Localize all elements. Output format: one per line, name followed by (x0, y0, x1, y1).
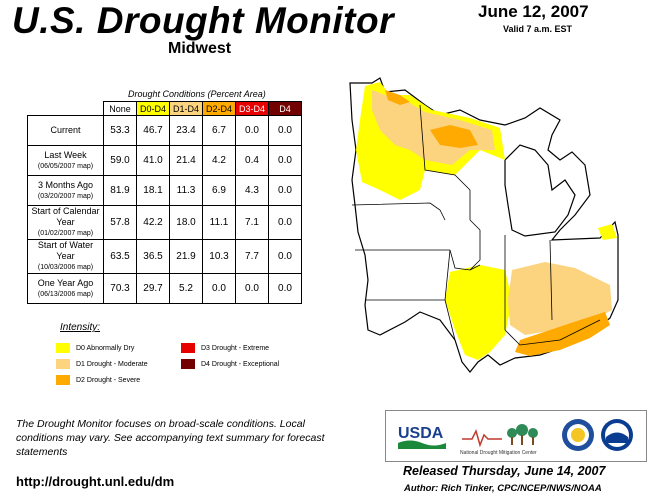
table-cell: 63.5 (103, 239, 137, 274)
table-cell: 0.0 (202, 273, 236, 304)
table-row: 3 Months Ago (03/20/2007 map) 81.9 18.1 1… (27, 175, 302, 206)
legend-title: Intensity: (60, 322, 101, 333)
legend-label: D4 Drought - Exceptional (201, 360, 280, 368)
table-cell: 0.0 (268, 175, 302, 206)
legend-swatch (56, 359, 70, 369)
d2-area-north-1 (385, 90, 410, 105)
legend-item: D2 Drought - Severe (56, 375, 140, 385)
table-cell: 0.0 (268, 273, 302, 304)
col-d1-d4: D1-D4 (169, 101, 203, 116)
table-cell: 59.0 (103, 145, 137, 176)
table-cell: 0.0 (268, 239, 302, 274)
table-cell: 0.0 (235, 115, 269, 146)
row-label: 3 Months Ago (03/20/2007 map) (27, 175, 104, 206)
col-d3-d4: D3-D4 (235, 101, 269, 116)
table-cell: 36.5 (136, 239, 170, 274)
legend-swatch (181, 343, 195, 353)
table-cell: 0.0 (268, 115, 302, 146)
table-cell: 6.7 (202, 115, 236, 146)
table-row: Last Week (06/05/2007 map) 59.0 41.0 21.4… (27, 145, 302, 176)
table-cell: 4.3 (235, 175, 269, 206)
table-cell: 7.7 (235, 239, 269, 274)
table-caption: Drought Conditions (Percent Area) (128, 89, 266, 99)
table-cell: 11.3 (169, 175, 203, 206)
table-cell: 41.0 (136, 145, 170, 176)
release-date: Released Thursday, June 14, 2007 (403, 464, 606, 478)
table-cell: 0.0 (268, 145, 302, 176)
table-cell: 21.9 (169, 239, 203, 274)
d1-area-south (508, 262, 612, 335)
legend-item: D4 Drought - Exceptional (181, 359, 279, 369)
page-title: U.S. Drought Monitor (12, 0, 394, 41)
region-label: Midwest (168, 40, 232, 57)
table-cell: 5.2 (169, 273, 203, 304)
table-corner (28, 102, 104, 116)
map-date: June 12, 2007 (478, 2, 589, 21)
table-cell: 10.3 (202, 239, 236, 274)
legend-item: D0 Abnormally Dry (56, 343, 134, 353)
table-cell: 0.4 (235, 145, 269, 176)
row-label: Last Week (06/05/2007 map) (27, 145, 104, 176)
usda-logo: USDA (396, 419, 448, 451)
michigan-land (504, 144, 576, 237)
table-cell: 23.4 (169, 115, 203, 146)
table-row: Start of Calendar Year (01/02/2007 map) 5… (27, 205, 302, 240)
legend-item: D3 Drought - Extreme (181, 343, 269, 353)
legend-label: D3 Drought - Extreme (201, 344, 270, 352)
table-cell: 46.7 (136, 115, 170, 146)
table-cell: 4.2 (202, 145, 236, 176)
legend-swatch (181, 359, 195, 369)
table-row: One Year Ago (06/13/2006 map) 70.3 29.7 5… (27, 273, 302, 304)
table-cell: 0.0 (268, 205, 302, 240)
legend-label: D0 Abnormally Dry (76, 344, 135, 352)
table-header-row: None D0-D4 D1-D4 D2-D4 D3-D4 D4 (28, 101, 302, 116)
table-cell: 21.4 (169, 145, 203, 176)
table-cell: 81.9 (103, 175, 137, 206)
col-d2-d4: D2-D4 (202, 101, 236, 116)
d0-area-ne (598, 224, 617, 240)
legend-swatch (56, 375, 70, 385)
site-link[interactable]: http://drought.unl.edu/dm (16, 474, 175, 489)
table-cell: 0.0 (235, 273, 269, 304)
state-boundaries (351, 104, 601, 346)
ndmc-logo: National Drought Mitigation Center (458, 417, 554, 457)
row-label: Current (27, 115, 104, 146)
table-cell: 18.1 (136, 175, 170, 206)
logo-box: USDA National Drought Mitigation Center (385, 410, 647, 462)
table-cell: 6.9 (202, 175, 236, 206)
legend-label: D2 Drought - Severe (76, 376, 141, 384)
legend-label: D1 Drought - Moderate (76, 360, 148, 368)
table-cell: 70.3 (103, 273, 137, 304)
row-label: Start of Water Year (10/03/2006 map) (27, 239, 104, 274)
table-cell: 53.3 (103, 115, 137, 146)
doc-seal-icon (561, 418, 595, 452)
d2-area-north-2 (430, 125, 478, 148)
d2-area-south (515, 312, 610, 356)
table-cell: 29.7 (136, 273, 170, 304)
col-d4: D4 (268, 101, 302, 116)
legend-swatch (56, 343, 70, 353)
legend-item: D1 Drought - Moderate (56, 359, 148, 369)
row-label: One Year Ago (06/13/2006 map) (27, 273, 104, 304)
table-cell: 11.1 (202, 205, 236, 240)
col-none: None (103, 101, 137, 116)
drought-table: None D0-D4 D1-D4 D2-D4 D3-D4 D4 Current … (27, 101, 302, 304)
table-cell: 57.8 (103, 205, 137, 240)
author-credit: Author: Rich Tinker, CPC/NCEP/NWS/NOAA (404, 483, 602, 494)
svg-text:USDA: USDA (398, 425, 444, 442)
valid-time: Valid 7 a.m. EST (503, 24, 573, 34)
table-cell: 18.0 (169, 205, 203, 240)
row-label: Start of Calendar Year (01/02/2007 map) (27, 205, 104, 240)
col-d0-d4: D0-D4 (136, 101, 170, 116)
note-text: The Drought Monitor focuses on broad-sca… (16, 418, 325, 458)
table-row: Start of Water Year (10/03/2006 map) 63.5… (27, 239, 302, 274)
noaa-logo-icon (600, 418, 634, 452)
table-cell: 7.1 (235, 205, 269, 240)
drought-map (349, 77, 619, 373)
table-row: Current 53.3 46.7 23.4 6.7 0.0 0.0 (27, 115, 302, 146)
svg-text:National Drought Mitigation Ce: National Drought Mitigation Center (460, 450, 537, 456)
table-cell: 42.2 (136, 205, 170, 240)
d0-area-south (445, 265, 512, 360)
